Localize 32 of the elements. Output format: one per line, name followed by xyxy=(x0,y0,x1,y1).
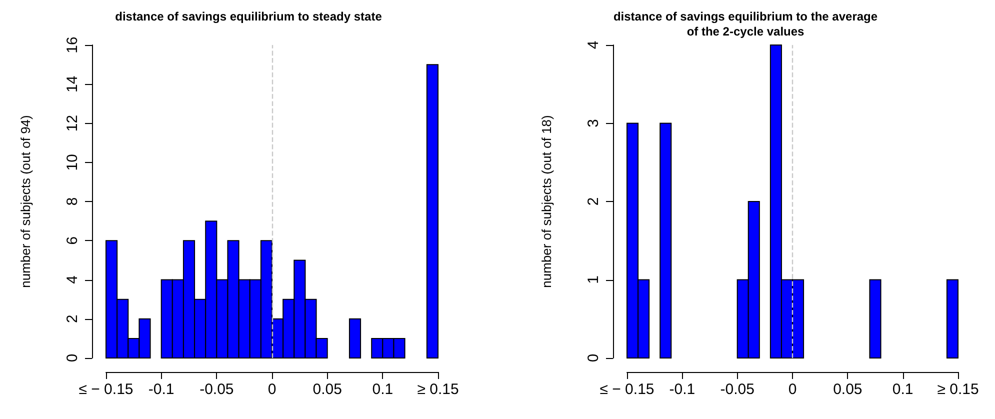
y-axis-title: number of subjects (out of 18) xyxy=(539,115,554,288)
chart-title: distance of savings equilibrium to steady state xyxy=(115,10,382,24)
y-tick-label: 2 xyxy=(64,314,81,324)
x-tick-label: ≥ 0.15 xyxy=(417,381,459,398)
y-tick-label: 3 xyxy=(585,119,602,128)
chart-title: distance of savings equilibrium to the average of the 2-cycle values xyxy=(613,10,878,38)
y-tick-label: 12 xyxy=(64,114,81,132)
x-tick-label: ≥ 0.15 xyxy=(937,381,979,398)
y-tick-label: 0 xyxy=(585,354,602,362)
y-tick-label: 14 xyxy=(64,76,81,92)
x-tick-label: -0.05 xyxy=(720,381,754,398)
y-tick-label: 4 xyxy=(64,276,81,284)
y-tick-label: 6 xyxy=(64,236,81,245)
y-tick-label: 2 xyxy=(585,197,602,206)
x-tick-label: -0.1 xyxy=(669,381,696,398)
y-axis-title: number of subjects (out of 94) xyxy=(18,115,33,288)
x-tick-label: 0.05 xyxy=(312,381,342,398)
x-tick-label: -0.1 xyxy=(148,381,174,398)
x-tick-label: 0 xyxy=(268,381,276,398)
x-tick-label: 0 xyxy=(788,381,797,398)
x-tick-label: ≤ − 0.15 xyxy=(78,381,134,398)
y-tick-label: 16 xyxy=(64,36,81,54)
y-tick-label: 8 xyxy=(64,197,81,206)
y-tick-label: 1 xyxy=(585,276,602,284)
y-tick-label: 0 xyxy=(64,354,81,362)
y-tick-label: 10 xyxy=(64,154,81,171)
x-tick-label: -0.05 xyxy=(200,381,234,398)
x-tick-label: 0.05 xyxy=(833,381,862,398)
x-tick-label: 0.1 xyxy=(372,381,394,398)
x-tick-label: ≤ − 0.15 xyxy=(600,381,654,398)
x-tick-label: 0.1 xyxy=(892,381,914,398)
y-tick-label: 4 xyxy=(585,40,602,50)
